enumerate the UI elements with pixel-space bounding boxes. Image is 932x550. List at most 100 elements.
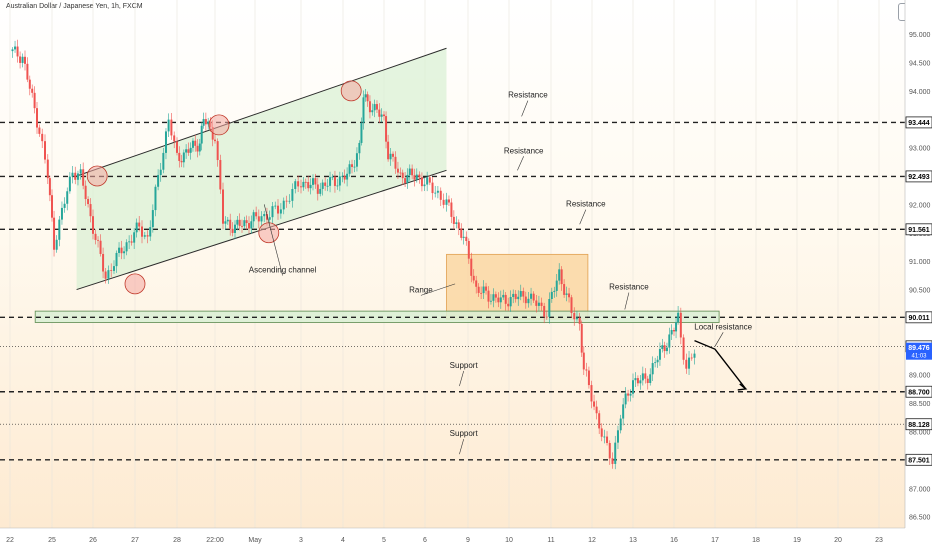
x-tick-label-4: 28	[173, 537, 181, 544]
candle-body	[113, 266, 115, 271]
candle	[46, 154, 49, 185]
candle	[200, 122, 203, 151]
candle	[104, 267, 107, 284]
candle-body	[522, 291, 525, 297]
candle-body	[41, 133, 44, 142]
candle	[619, 414, 622, 434]
candle	[159, 162, 162, 182]
candle-body	[38, 127, 41, 134]
candle-body	[644, 373, 647, 379]
candle-body	[450, 202, 453, 217]
candle-body	[629, 393, 632, 396]
candle	[487, 286, 490, 309]
candle-body	[537, 302, 540, 306]
candle-body	[494, 294, 497, 298]
candle-body	[396, 168, 399, 173]
candle	[285, 195, 288, 208]
candle	[234, 220, 236, 240]
candle-body	[211, 126, 214, 140]
candle	[248, 216, 250, 234]
candle	[477, 283, 480, 297]
candle	[550, 287, 553, 303]
touch-point-4	[340, 80, 362, 102]
candle-body	[651, 363, 654, 375]
candle-body	[224, 221, 227, 224]
candle	[670, 324, 673, 340]
annotation-label-1: Resistance	[504, 146, 544, 155]
candle-body	[670, 330, 673, 335]
candle-body	[472, 275, 475, 281]
candle	[314, 173, 317, 189]
candle-body	[102, 253, 105, 272]
candle	[191, 138, 194, 152]
candle-body	[309, 184, 312, 189]
candle-body	[404, 178, 407, 184]
x-tick-label-8: 4	[341, 537, 345, 544]
candle-body	[257, 216, 260, 222]
candle-body	[578, 317, 581, 324]
candle-body	[167, 119, 170, 132]
candle	[291, 183, 294, 208]
candle	[585, 362, 588, 377]
candle	[644, 368, 647, 384]
candle	[97, 236, 100, 248]
candle	[38, 124, 41, 137]
candle	[634, 372, 637, 387]
candle	[19, 51, 22, 69]
candle-body	[76, 173, 79, 180]
candle	[66, 187, 69, 211]
y-tick-label-16: 87.000	[909, 486, 931, 493]
candle-body	[94, 233, 97, 240]
candle-body	[548, 298, 551, 317]
candle-body	[570, 297, 573, 313]
candle	[123, 246, 126, 260]
candle-body	[304, 181, 307, 183]
candle-body	[120, 247, 123, 254]
candle-body	[87, 199, 90, 205]
candle-body	[187, 149, 190, 153]
candle-body	[452, 216, 455, 224]
candle-body	[321, 182, 324, 189]
candle	[288, 194, 291, 204]
candle	[304, 178, 307, 189]
candle	[36, 102, 38, 134]
candle	[162, 148, 165, 174]
x-tick-label-15: 13	[629, 537, 637, 544]
candle	[413, 168, 416, 187]
candle	[48, 175, 51, 202]
annotation-label-2: Resistance	[566, 200, 606, 209]
candle-body	[243, 220, 246, 227]
level-label-box-1	[905, 170, 932, 183]
candle-body	[68, 176, 71, 192]
candle	[614, 435, 617, 470]
candle	[420, 172, 423, 192]
candle	[182, 149, 185, 168]
annotation-arrow-1	[517, 156, 524, 171]
candle	[110, 263, 113, 278]
candle	[355, 147, 358, 172]
candle-body	[196, 145, 199, 152]
candle	[654, 357, 657, 368]
current-price-box	[906, 342, 932, 360]
candle-body	[535, 300, 538, 306]
candle	[455, 216, 458, 229]
candle-body	[198, 143, 201, 152]
candle	[598, 410, 601, 434]
candle	[389, 148, 392, 166]
candle	[87, 196, 90, 208]
candle	[297, 175, 300, 192]
candle	[89, 198, 92, 223]
candle-body	[677, 312, 680, 323]
candle-body	[428, 177, 431, 183]
candle	[202, 112, 205, 129]
candle	[135, 218, 138, 238]
y-tick-label-6: 92.000	[909, 202, 931, 209]
candle-body	[364, 94, 367, 98]
candle-body	[207, 121, 210, 125]
candle	[229, 213, 232, 236]
candle-body	[527, 298, 530, 304]
candle	[76, 170, 79, 186]
candle	[553, 286, 556, 298]
candle-body	[104, 271, 107, 279]
